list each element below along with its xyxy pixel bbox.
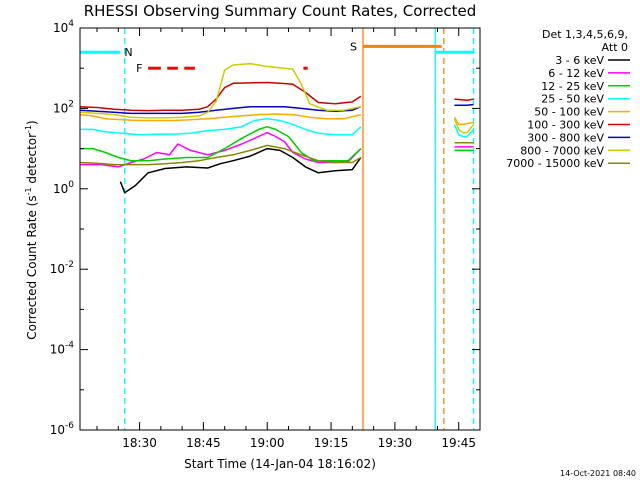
y-tick-exponent: -4 bbox=[65, 341, 74, 351]
y-tick-exponent: -2 bbox=[65, 260, 74, 270]
y-tick-label: 10-6 bbox=[50, 421, 75, 437]
flag-label: F bbox=[136, 62, 142, 75]
y-axis-label-part: ) bbox=[25, 120, 39, 125]
series-line bbox=[79, 144, 362, 166]
series-line bbox=[79, 113, 362, 122]
legend-entry-label: 800 - 7000 keV bbox=[520, 144, 604, 157]
plot-area: NF S bbox=[79, 28, 475, 430]
series-line bbox=[79, 62, 362, 119]
series-line bbox=[453, 124, 475, 138]
y-tick-label: 104 bbox=[53, 19, 74, 35]
series-line bbox=[80, 125, 362, 162]
legend-entry-label: 12 - 25 keV bbox=[541, 80, 604, 93]
y-tick-base: 10 bbox=[53, 182, 68, 196]
y-tick-exponent: 2 bbox=[68, 99, 74, 109]
y-tick-base: 10 bbox=[50, 262, 65, 276]
y-tick-label: 100 bbox=[53, 180, 74, 196]
legend-entry-label: 300 - 800 keV bbox=[527, 131, 604, 144]
y-tick-label: 102 bbox=[53, 99, 74, 115]
y-tick-label: 10-2 bbox=[50, 260, 74, 276]
x-tick-label: 19:30 bbox=[378, 436, 413, 450]
y-tick-base: 10 bbox=[50, 423, 65, 437]
y-tick-exponent: -6 bbox=[65, 421, 74, 431]
series-line bbox=[453, 116, 474, 126]
x-tick-label: 18:45 bbox=[186, 436, 221, 450]
legend-entry-label: 3 - 6 keV bbox=[555, 54, 604, 67]
x-tick-label: 19:15 bbox=[314, 436, 349, 450]
series-line bbox=[79, 105, 362, 115]
series-line bbox=[453, 118, 475, 134]
generated-timestamp: 14-Oct-2021 08:40 bbox=[560, 469, 636, 478]
x-tick-label: 19:45 bbox=[441, 436, 476, 450]
y-axis-label-exponent: -1 bbox=[24, 125, 33, 133]
y-tick-label: 10-4 bbox=[50, 341, 75, 357]
x-axis-label: Start Time (14-Jan-04 18:16:02) bbox=[184, 457, 376, 471]
y-axis-label-exponent: -1 bbox=[24, 187, 33, 195]
legend-entry-label: 25 - 50 keV bbox=[541, 93, 604, 106]
y-tick-base: 10 bbox=[53, 101, 68, 115]
legend-detectors: Det 1,3,4,5,6,9, bbox=[542, 28, 628, 41]
series-line bbox=[79, 81, 362, 112]
flag-label: N bbox=[124, 46, 132, 59]
legend-entry-label: 6 - 12 keV bbox=[548, 67, 604, 80]
y-axis-label: Corrected Count Rate (s-1 detector-1) bbox=[24, 120, 39, 339]
legend-entry-label: 50 - 100 keV bbox=[534, 106, 604, 119]
legend-entry-label: 100 - 300 keV bbox=[527, 119, 604, 132]
chart-title: RHESSI Observing Summary Count Rates, Co… bbox=[84, 2, 477, 20]
y-tick-exponent: 0 bbox=[68, 180, 74, 190]
y-tick-base: 10 bbox=[50, 343, 65, 357]
series-line bbox=[80, 131, 362, 168]
legend-entry-label: 7000 - 15000 keV bbox=[506, 157, 604, 170]
series-line bbox=[119, 147, 362, 194]
flag-label: S bbox=[350, 40, 357, 53]
y-tick-base: 10 bbox=[53, 21, 68, 35]
series-line bbox=[454, 98, 474, 101]
y-tick-exponent: 4 bbox=[68, 19, 74, 29]
x-tick-label: 19:00 bbox=[250, 436, 285, 450]
plot-frame bbox=[79, 27, 481, 431]
legend-attenuator: Att 0 bbox=[602, 41, 628, 54]
x-axis: 18:30 18:45 19:00 19:15 19:30 19:45 bbox=[96, 28, 476, 450]
series-line bbox=[80, 118, 362, 136]
y-axis-label-part: detector bbox=[25, 133, 39, 188]
series-line bbox=[454, 103, 474, 106]
y-axis-label-part: Corrected Count Rate (s bbox=[25, 195, 39, 339]
x-tick-label: 18:30 bbox=[122, 436, 157, 450]
